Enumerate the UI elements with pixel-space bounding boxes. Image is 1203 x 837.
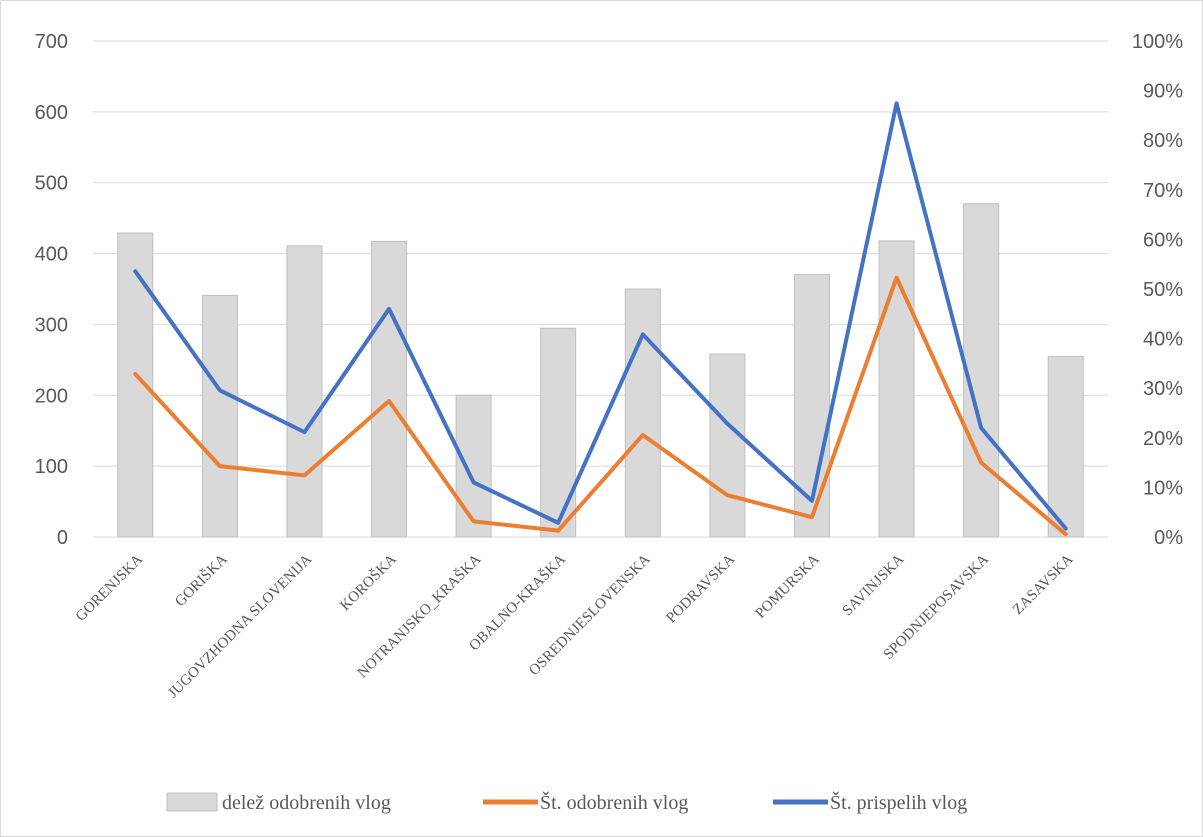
line-prispelih bbox=[133, 101, 1068, 531]
bar-9 bbox=[793, 274, 830, 538]
legend-label-bar: delež odobrenih vlog bbox=[222, 792, 391, 814]
bar-11 bbox=[963, 203, 1000, 538]
right-axis-ticks: 0% 10% 20% 30% 40% 50% 60% 70% 80% 90% 100% bbox=[1132, 31, 1183, 549]
bar-series bbox=[117, 203, 1084, 538]
right-tick-label: 40% bbox=[1143, 329, 1183, 351]
bar-10 bbox=[878, 240, 915, 538]
category-label: GORENJSKA bbox=[73, 551, 146, 624]
category-label: ZASAVSKA bbox=[1010, 551, 1077, 618]
category-label: JUGOVZHODNA SLOVENIJA bbox=[165, 551, 315, 701]
category-label: OBALNO-KRAŠKA bbox=[466, 551, 569, 654]
left-tick-label: 0 bbox=[57, 527, 68, 549]
left-tick-label: 700 bbox=[35, 31, 68, 53]
left-tick-label: 200 bbox=[35, 385, 68, 407]
bar-5 bbox=[455, 394, 492, 538]
right-tick-label: 30% bbox=[1143, 378, 1183, 400]
bar-12 bbox=[1047, 355, 1084, 538]
category-label: GORIŠKA bbox=[172, 551, 231, 610]
category-label: POMURSKA bbox=[753, 551, 823, 621]
category-label: SAVINJSKA bbox=[840, 551, 908, 619]
left-tick-label: 600 bbox=[35, 102, 68, 124]
line-odobrenih bbox=[133, 275, 1068, 537]
bar-3 bbox=[286, 245, 323, 538]
right-tick-label: 20% bbox=[1143, 428, 1183, 450]
right-tick-label: 100% bbox=[1132, 31, 1183, 53]
left-axis-ticks: 0 100 200 300 400 500 600 700 bbox=[35, 31, 68, 549]
gridlines bbox=[93, 40, 1108, 538]
bar-8 bbox=[709, 353, 746, 538]
left-tick-label: 400 bbox=[35, 244, 68, 266]
category-label: KOROŠKA bbox=[337, 551, 400, 614]
bar-6 bbox=[540, 327, 577, 538]
right-tick-label: 70% bbox=[1143, 180, 1183, 202]
category-label: PODRAVSKA bbox=[663, 551, 738, 626]
left-tick-label: 500 bbox=[35, 173, 68, 195]
line-series bbox=[133, 101, 1068, 537]
bar-2 bbox=[201, 294, 238, 538]
left-tick-label: 100 bbox=[35, 456, 68, 478]
right-tick-label: 80% bbox=[1143, 130, 1183, 152]
right-tick-label: 50% bbox=[1143, 279, 1183, 301]
right-tick-label: 60% bbox=[1143, 229, 1183, 251]
legend-label-blue-line: Št. prispelih vlog bbox=[830, 790, 967, 814]
left-tick-label: 300 bbox=[35, 314, 68, 336]
legend: delež odobrenih vlog Št. odobrenih vlog … bbox=[166, 790, 967, 814]
legend-swatch-bar bbox=[166, 792, 218, 812]
right-tick-label: 10% bbox=[1143, 477, 1183, 499]
right-tick-label: 0% bbox=[1154, 527, 1183, 549]
right-tick-label: 90% bbox=[1143, 81, 1183, 103]
bar-7 bbox=[624, 288, 661, 538]
bar-4 bbox=[371, 240, 408, 538]
legend-label-orange-line: Št. odobrenih vlog bbox=[540, 790, 688, 814]
